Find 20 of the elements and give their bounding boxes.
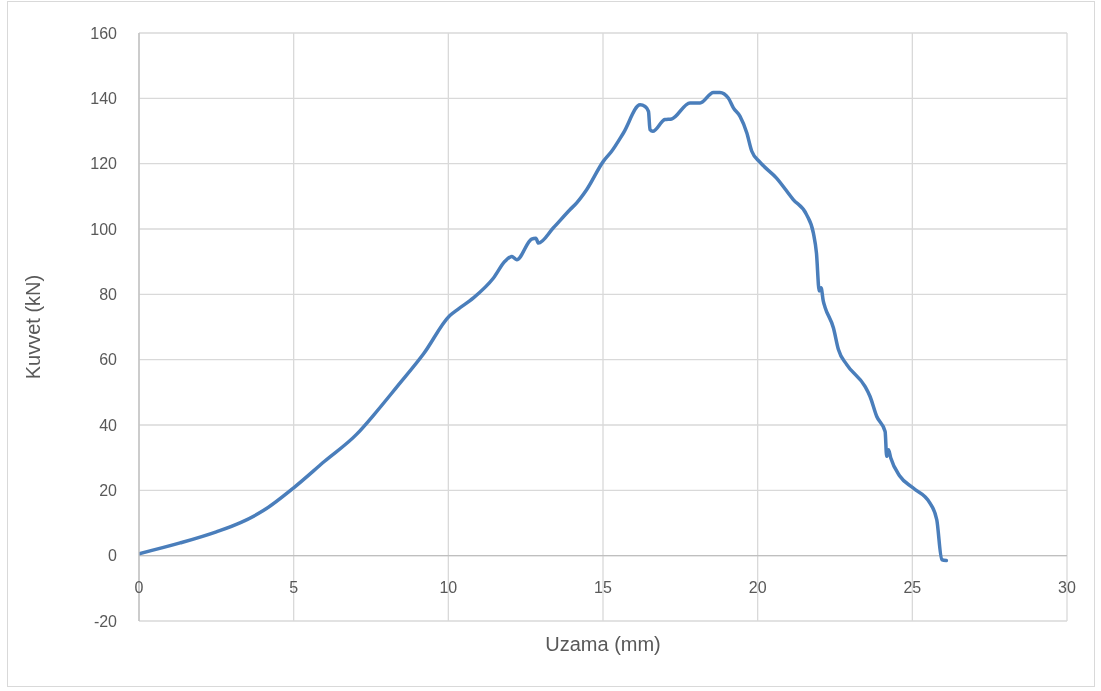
y-tick-label: 0 xyxy=(108,547,118,565)
y-tick-label: -20 xyxy=(93,612,118,630)
y-tick-label: 20 xyxy=(99,482,118,500)
y-tick-label: 140 xyxy=(90,90,118,108)
x-tick-label: 20 xyxy=(748,578,767,596)
y-tick-label: 120 xyxy=(90,155,118,173)
x-tick-label: 30 xyxy=(1058,578,1076,596)
x-tick-label: 15 xyxy=(594,578,612,596)
x-axis-title: Uzama (mm) xyxy=(545,633,661,655)
y-tick-label: 100 xyxy=(90,220,118,238)
x-tick-label: 10 xyxy=(439,578,458,596)
y-tick-label: 40 xyxy=(99,416,118,434)
line-series xyxy=(139,90,949,563)
x-tick-label: 5 xyxy=(289,578,299,596)
x-tick-label: 0 xyxy=(134,578,144,596)
y-tick-label: 160 xyxy=(90,24,118,42)
y-axis-title: Kuvvet (kN) xyxy=(22,274,44,380)
x-tick-label: 25 xyxy=(903,578,922,596)
y-tick-label: 60 xyxy=(99,351,118,369)
y-tick-label: 80 xyxy=(99,286,118,304)
